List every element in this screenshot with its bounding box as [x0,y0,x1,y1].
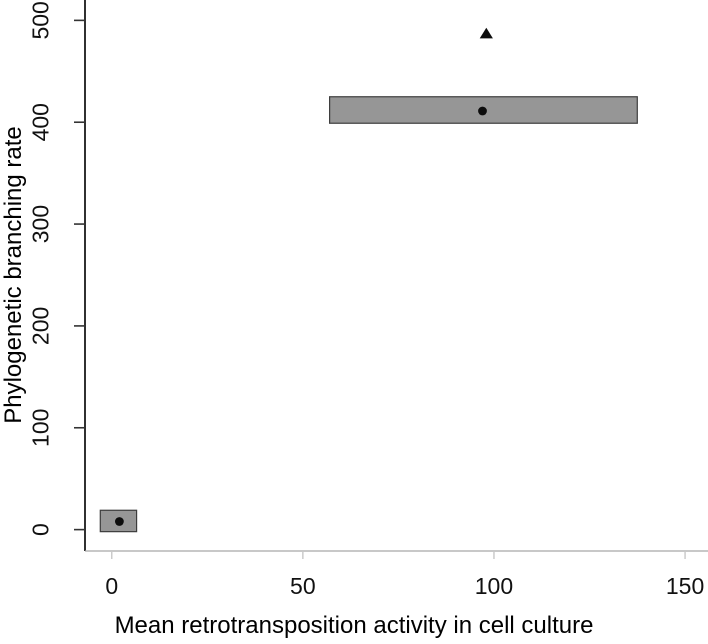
x-tick-label: 0 [105,573,118,599]
x-tick-label: 100 [475,573,513,599]
x-tick-label: 150 [666,573,704,599]
y-tick-label: 0 [27,523,53,536]
data-point-triangle [479,27,493,39]
y-tick-label: 100 [27,409,53,447]
y-tick-label: 500 [27,1,53,39]
x-axis-title: Mean retrotransposition activity in cell… [114,612,594,639]
data-point-circle [114,517,124,526]
y-tick-label: 200 [27,307,53,345]
x-tick-label: 50 [290,573,316,599]
y-axis-title: Phylogenetic branching rate [0,126,27,424]
y-tick-label: 400 [27,103,53,141]
data-point-circle [478,106,487,116]
y-tick-label: 300 [27,205,53,243]
